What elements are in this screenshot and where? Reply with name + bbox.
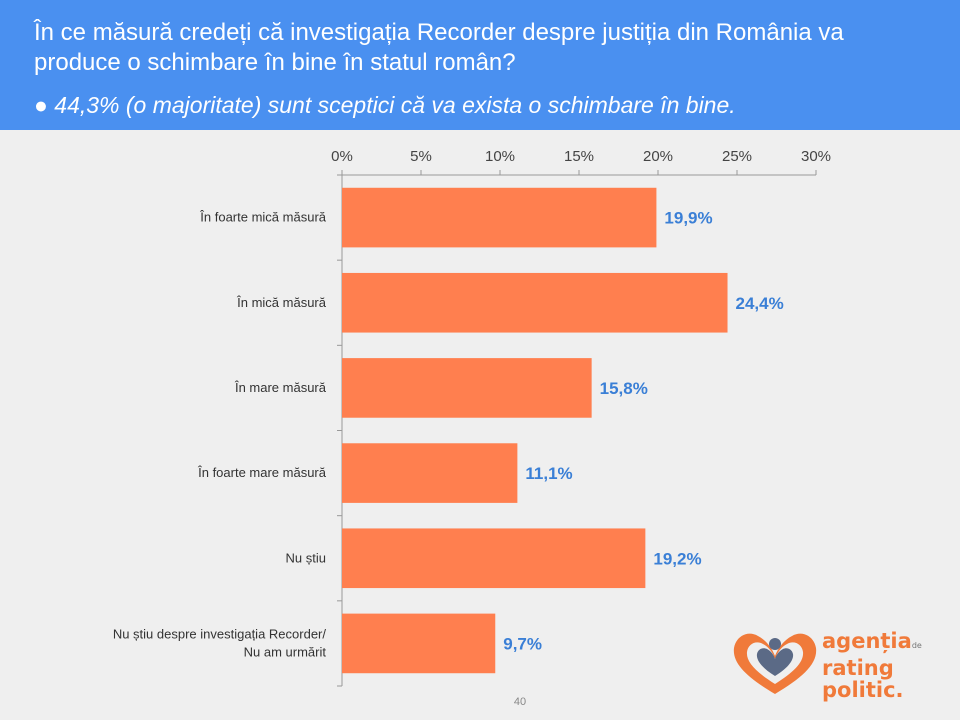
logo-line3: politic. [822, 678, 904, 702]
x-tick-label: 0% [331, 148, 353, 165]
bar [342, 528, 646, 589]
bar [342, 358, 592, 418]
data-label: 19,9% [664, 209, 712, 228]
question-title: În ce măsură credeți că investigația Rec… [34, 19, 844, 76]
data-label: 24,4% [736, 294, 784, 313]
logo-line2: rating [822, 656, 894, 680]
bar-chart: 0% 5% 10% 15% 20% 25% 30% 19,9% În foarte mică m… [113, 148, 831, 687]
page-number: 40 [513, 696, 527, 708]
x-tick-label: 25% [722, 148, 752, 165]
logo-line1: agenția [822, 629, 912, 653]
data-label: 9,7% [503, 634, 542, 653]
agency-logo: agențiade rating politic. [730, 628, 930, 702]
x-tick-label: 15% [564, 148, 594, 165]
category-label: În foarte mare măsură [197, 465, 327, 480]
category-label: În mică măsură [236, 295, 327, 310]
category-label: În foarte mică măsură [199, 210, 326, 225]
x-tick-label: 20% [643, 148, 673, 165]
x-tick-label: 5% [410, 148, 432, 165]
bar [342, 187, 657, 248]
category-label: Nu am urmărit [244, 644, 327, 659]
summary-text: ● 44,3% (o majoritate) sunt sceptici că … [34, 92, 736, 118]
logo-hearts-icon [733, 633, 817, 694]
category-label: Nu știu despre investigația Recorder/ [113, 626, 327, 641]
bar [342, 613, 496, 674]
x-tick-label: 10% [485, 148, 515, 165]
data-label: 19,2% [653, 549, 701, 568]
x-tick-label: 30% [801, 148, 831, 165]
title-banner: În ce măsură credeți că investigația Rec… [0, 0, 960, 130]
category-label: În mare măsură [234, 380, 327, 395]
data-label: 15,8% [600, 379, 648, 398]
bar [342, 272, 728, 333]
bar [342, 443, 518, 503]
category-label: Nu știu [286, 550, 326, 565]
data-label: 11,1% [525, 464, 572, 483]
logo-de: de [911, 641, 922, 650]
